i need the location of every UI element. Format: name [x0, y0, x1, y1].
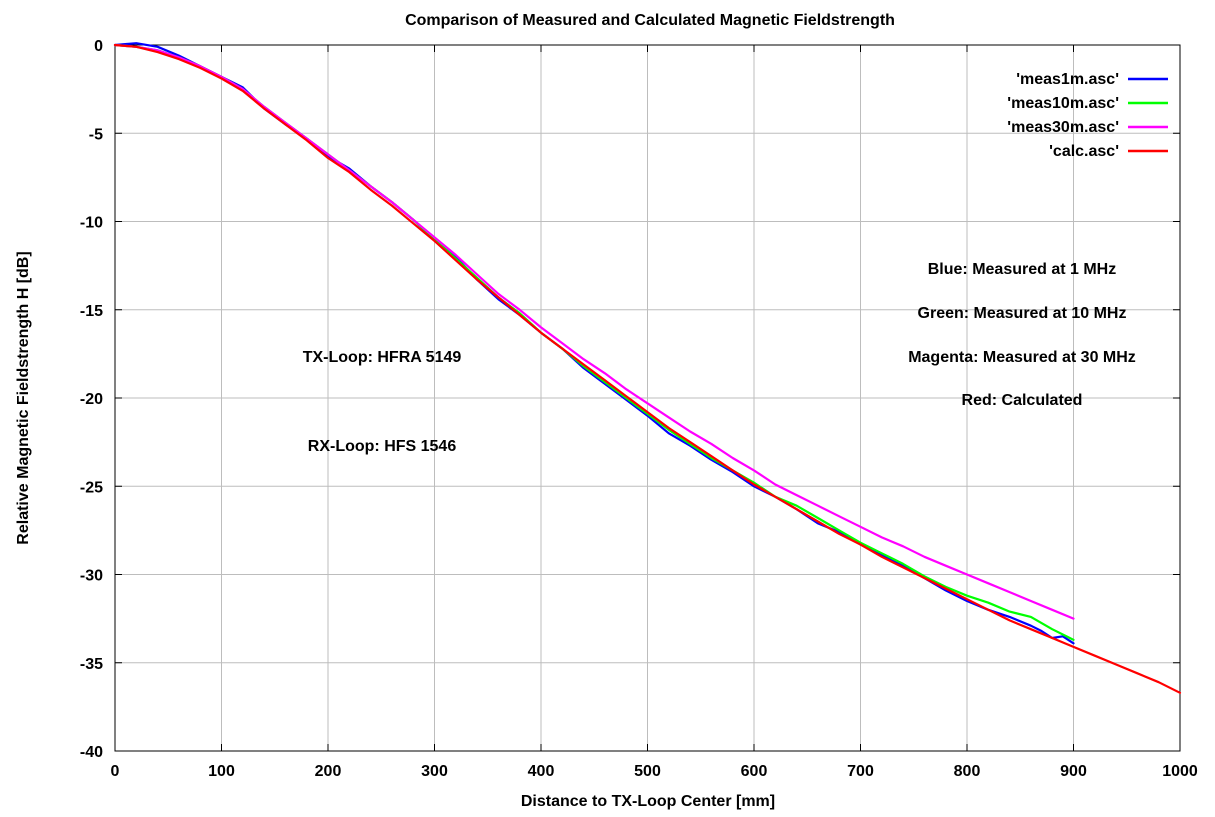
x-tick-label: 100: [208, 763, 235, 780]
legend-label: 'calc.asc': [1049, 143, 1119, 160]
x-axis-label: Distance to TX-Loop Center [mm]: [521, 793, 775, 810]
y-tick-label: -40: [80, 744, 103, 761]
legend: 'meas1m.asc' 'meas10m.asc' 'meas30m.asc' 'c…: [1007, 71, 1168, 160]
magenta-note: Magenta: Measured at 30 MHz: [908, 349, 1136, 366]
y-tick-label: -25: [80, 479, 103, 496]
x-tick-label: 300: [421, 763, 448, 780]
x-tick-label: 0: [111, 763, 120, 780]
rx-loop-label: RX-Loop: HFS 1546: [308, 438, 457, 455]
green-note: Green: Measured at 10 MHz: [918, 305, 1127, 322]
x-tick-label: 700: [847, 763, 874, 780]
x-tick-label: 400: [528, 763, 555, 780]
red-note: Red: Calculated: [962, 392, 1083, 409]
legend-label: 'meas30m.asc': [1007, 119, 1119, 136]
y-tick-label: -15: [80, 303, 103, 320]
x-tick-label: 1000: [1162, 763, 1198, 780]
x-tick-label: 600: [741, 763, 768, 780]
grid: [115, 45, 1180, 751]
tx-loop-label: TX-Loop: HFRA 5149: [303, 349, 462, 366]
y-axis-label: Relative Magnetic Fieldstrength H [dB]: [15, 251, 32, 544]
series-lines: [113, 42, 1182, 694]
blue-note: Blue: Measured at 1 MHz: [928, 261, 1116, 278]
y-tick-label: -20: [80, 391, 103, 408]
x-tick-label: 200: [315, 763, 342, 780]
series-line-2: [113, 43, 1075, 620]
y-tick-label: 0: [94, 38, 103, 55]
x-tick-label: 900: [1060, 763, 1087, 780]
legend-label: 'meas10m.asc': [1007, 95, 1119, 112]
series-line-3: [113, 43, 1182, 694]
ticks: 0 100 200 300 400 500 600 700 800 900 1000 0 -5 -10 -1…: [80, 38, 1198, 780]
series-line-1: [113, 43, 1075, 641]
y-tick-label: -5: [89, 126, 103, 143]
y-tick-label: -30: [80, 568, 103, 585]
x-tick-label: 800: [954, 763, 981, 780]
x-tick-label: 500: [634, 763, 661, 780]
y-tick-label: -35: [80, 656, 103, 673]
y-tick-label: -10: [80, 215, 103, 232]
chart-title: Comparison of Measured and Calculated Ma…: [405, 12, 895, 29]
legend-label: 'meas1m.asc': [1016, 71, 1119, 88]
